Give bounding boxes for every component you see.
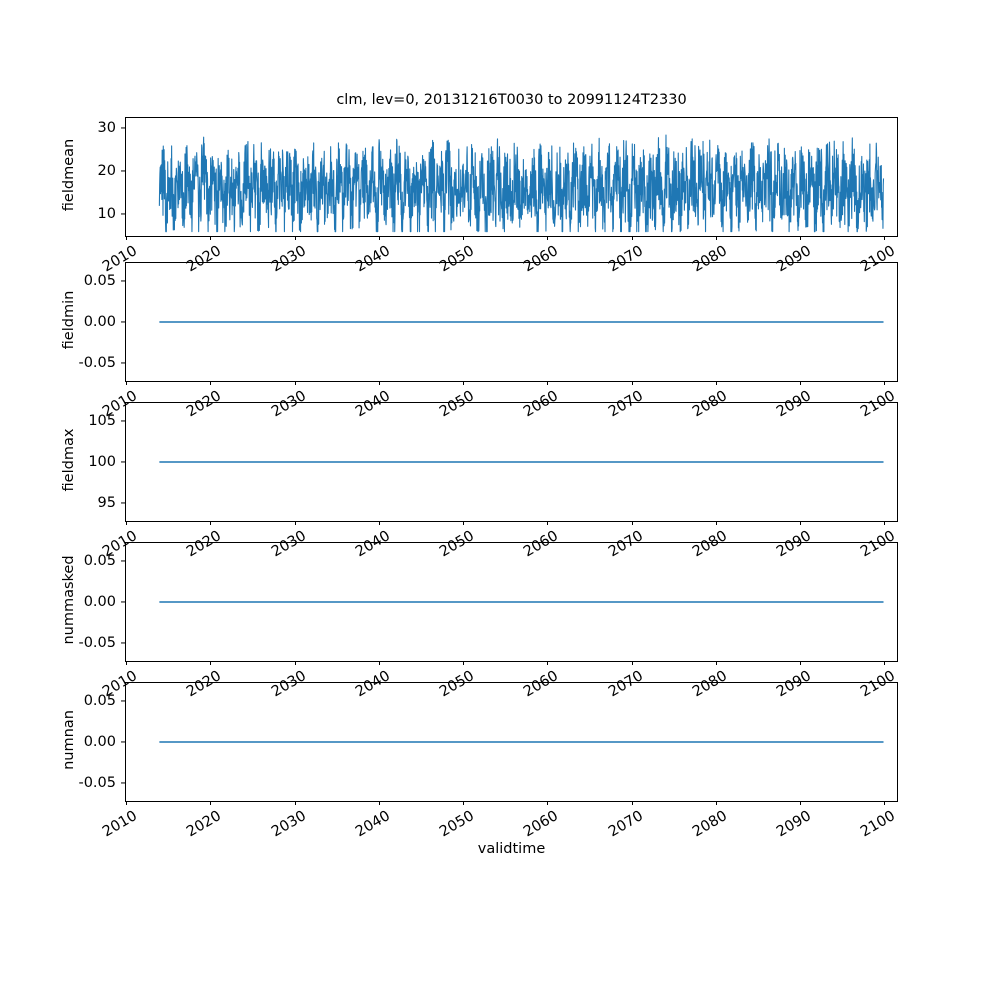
y-tick-mark	[120, 782, 125, 784]
subplot-fieldmin	[125, 262, 898, 382]
x-tick-mark	[210, 661, 212, 666]
x-tick-mark	[715, 381, 717, 386]
figure-title: clm, lev=0, 20131216T0030 to 20991124T23…	[336, 92, 687, 108]
x-tick-mark	[884, 521, 886, 526]
y-tick-label: 95	[97, 494, 116, 511]
x-tick-mark	[884, 661, 886, 666]
x-tick-mark	[715, 521, 717, 526]
x-tick-mark	[631, 801, 633, 806]
x-tick-mark	[800, 236, 802, 241]
y-tick-label: 0.05	[83, 693, 116, 710]
y-tick-label: -0.05	[78, 354, 116, 371]
y-tick-mark	[120, 126, 125, 129]
x-tick-mark	[294, 381, 296, 386]
x-tick-mark	[800, 661, 802, 666]
data-series-fieldmean	[126, 118, 897, 236]
plot-area-fieldmax	[126, 403, 897, 521]
y-tick-mark	[120, 560, 125, 562]
data-series-nummasked	[126, 543, 897, 661]
x-tick-mark	[884, 381, 886, 386]
x-tick-mark	[547, 236, 549, 241]
x-tick-mark	[378, 236, 380, 241]
x-tick-mark	[126, 801, 128, 806]
y-tick-mark	[120, 280, 125, 282]
x-tick-mark	[547, 661, 549, 666]
x-tick-mark	[631, 381, 633, 386]
x-tick-mark	[631, 661, 633, 666]
x-tick-mark	[463, 521, 465, 526]
y-tick-mark	[120, 741, 125, 743]
y-tick-mark	[120, 213, 125, 215]
y-tick-mark	[120, 362, 125, 364]
y-tick-label: -0.05	[78, 634, 116, 651]
y-tick-label: 0.00	[83, 734, 116, 750]
subplot-fieldmean	[125, 117, 898, 237]
x-tick-mark	[715, 236, 717, 241]
y-tick-mark	[120, 642, 125, 644]
x-tick-mark	[547, 381, 549, 386]
y-tick-mark	[120, 420, 125, 422]
x-tick-mark	[547, 801, 549, 806]
data-series-numnan	[126, 683, 897, 801]
y-tick-label: 0.05	[83, 273, 116, 290]
y-tick-label: 0.00	[83, 594, 116, 610]
x-tick-mark	[631, 236, 633, 241]
y-tick-mark	[120, 601, 125, 603]
x-tick-mark	[800, 521, 802, 526]
data-series-fieldmax	[126, 403, 897, 521]
x-tick-mark	[378, 381, 380, 386]
plot-area-fieldmean	[126, 118, 897, 236]
x-tick-mark	[884, 801, 886, 806]
x-tick-mark	[715, 661, 717, 666]
x-tick-mark	[294, 521, 296, 526]
y-tick-mark	[120, 700, 125, 702]
plot-area-numnan	[126, 683, 897, 801]
x-tick-mark	[463, 381, 465, 386]
y-tick-label: 105	[88, 413, 116, 430]
y-tick-mark	[120, 502, 125, 504]
x-tick-mark	[378, 801, 380, 806]
x-tick-mark	[800, 801, 802, 806]
y-tick-label: 10	[97, 206, 116, 223]
y-tick-label: 0.00	[83, 314, 116, 330]
subplot-nummasked	[125, 542, 898, 662]
x-tick-mark	[294, 661, 296, 666]
x-tick-mark	[294, 801, 296, 806]
x-tick-mark	[884, 236, 886, 241]
x-tick-mark	[126, 521, 128, 526]
x-tick-mark	[463, 236, 465, 241]
x-tick-mark	[800, 381, 802, 386]
x-tick-mark	[463, 801, 465, 806]
y-tick-mark	[120, 461, 125, 463]
y-tick-label: 100	[88, 454, 116, 470]
x-tick-mark	[210, 521, 212, 526]
x-tick-mark	[210, 381, 212, 386]
y-tick-label: 20	[97, 162, 116, 179]
x-tick-mark	[210, 236, 212, 241]
x-tick-mark	[126, 236, 128, 241]
plot-area-nummasked	[126, 543, 897, 661]
x-tick-mark	[715, 801, 717, 806]
x-tick-mark	[126, 661, 128, 666]
subplot-fieldmax	[125, 402, 898, 522]
x-axis-label: validtime	[477, 841, 546, 857]
x-tick-mark	[631, 521, 633, 526]
subplot-numnan	[125, 682, 898, 802]
y-tick-label: 0.05	[83, 553, 116, 570]
y-axis-label-numnan: numnan	[61, 710, 77, 770]
x-tick-mark	[210, 801, 212, 806]
x-tick-mark	[294, 236, 296, 241]
y-tick-label: -0.05	[78, 774, 116, 791]
x-tick-mark	[126, 381, 128, 386]
x-tick-mark	[378, 661, 380, 666]
plot-area-fieldmin	[126, 263, 897, 381]
x-tick-mark	[547, 521, 549, 526]
y-tick-mark	[120, 170, 125, 172]
y-tick-mark	[120, 321, 125, 323]
x-tick-mark	[463, 661, 465, 666]
x-tick-mark	[378, 521, 380, 526]
y-tick-label: 30	[97, 119, 116, 136]
data-series-fieldmin	[126, 263, 897, 381]
